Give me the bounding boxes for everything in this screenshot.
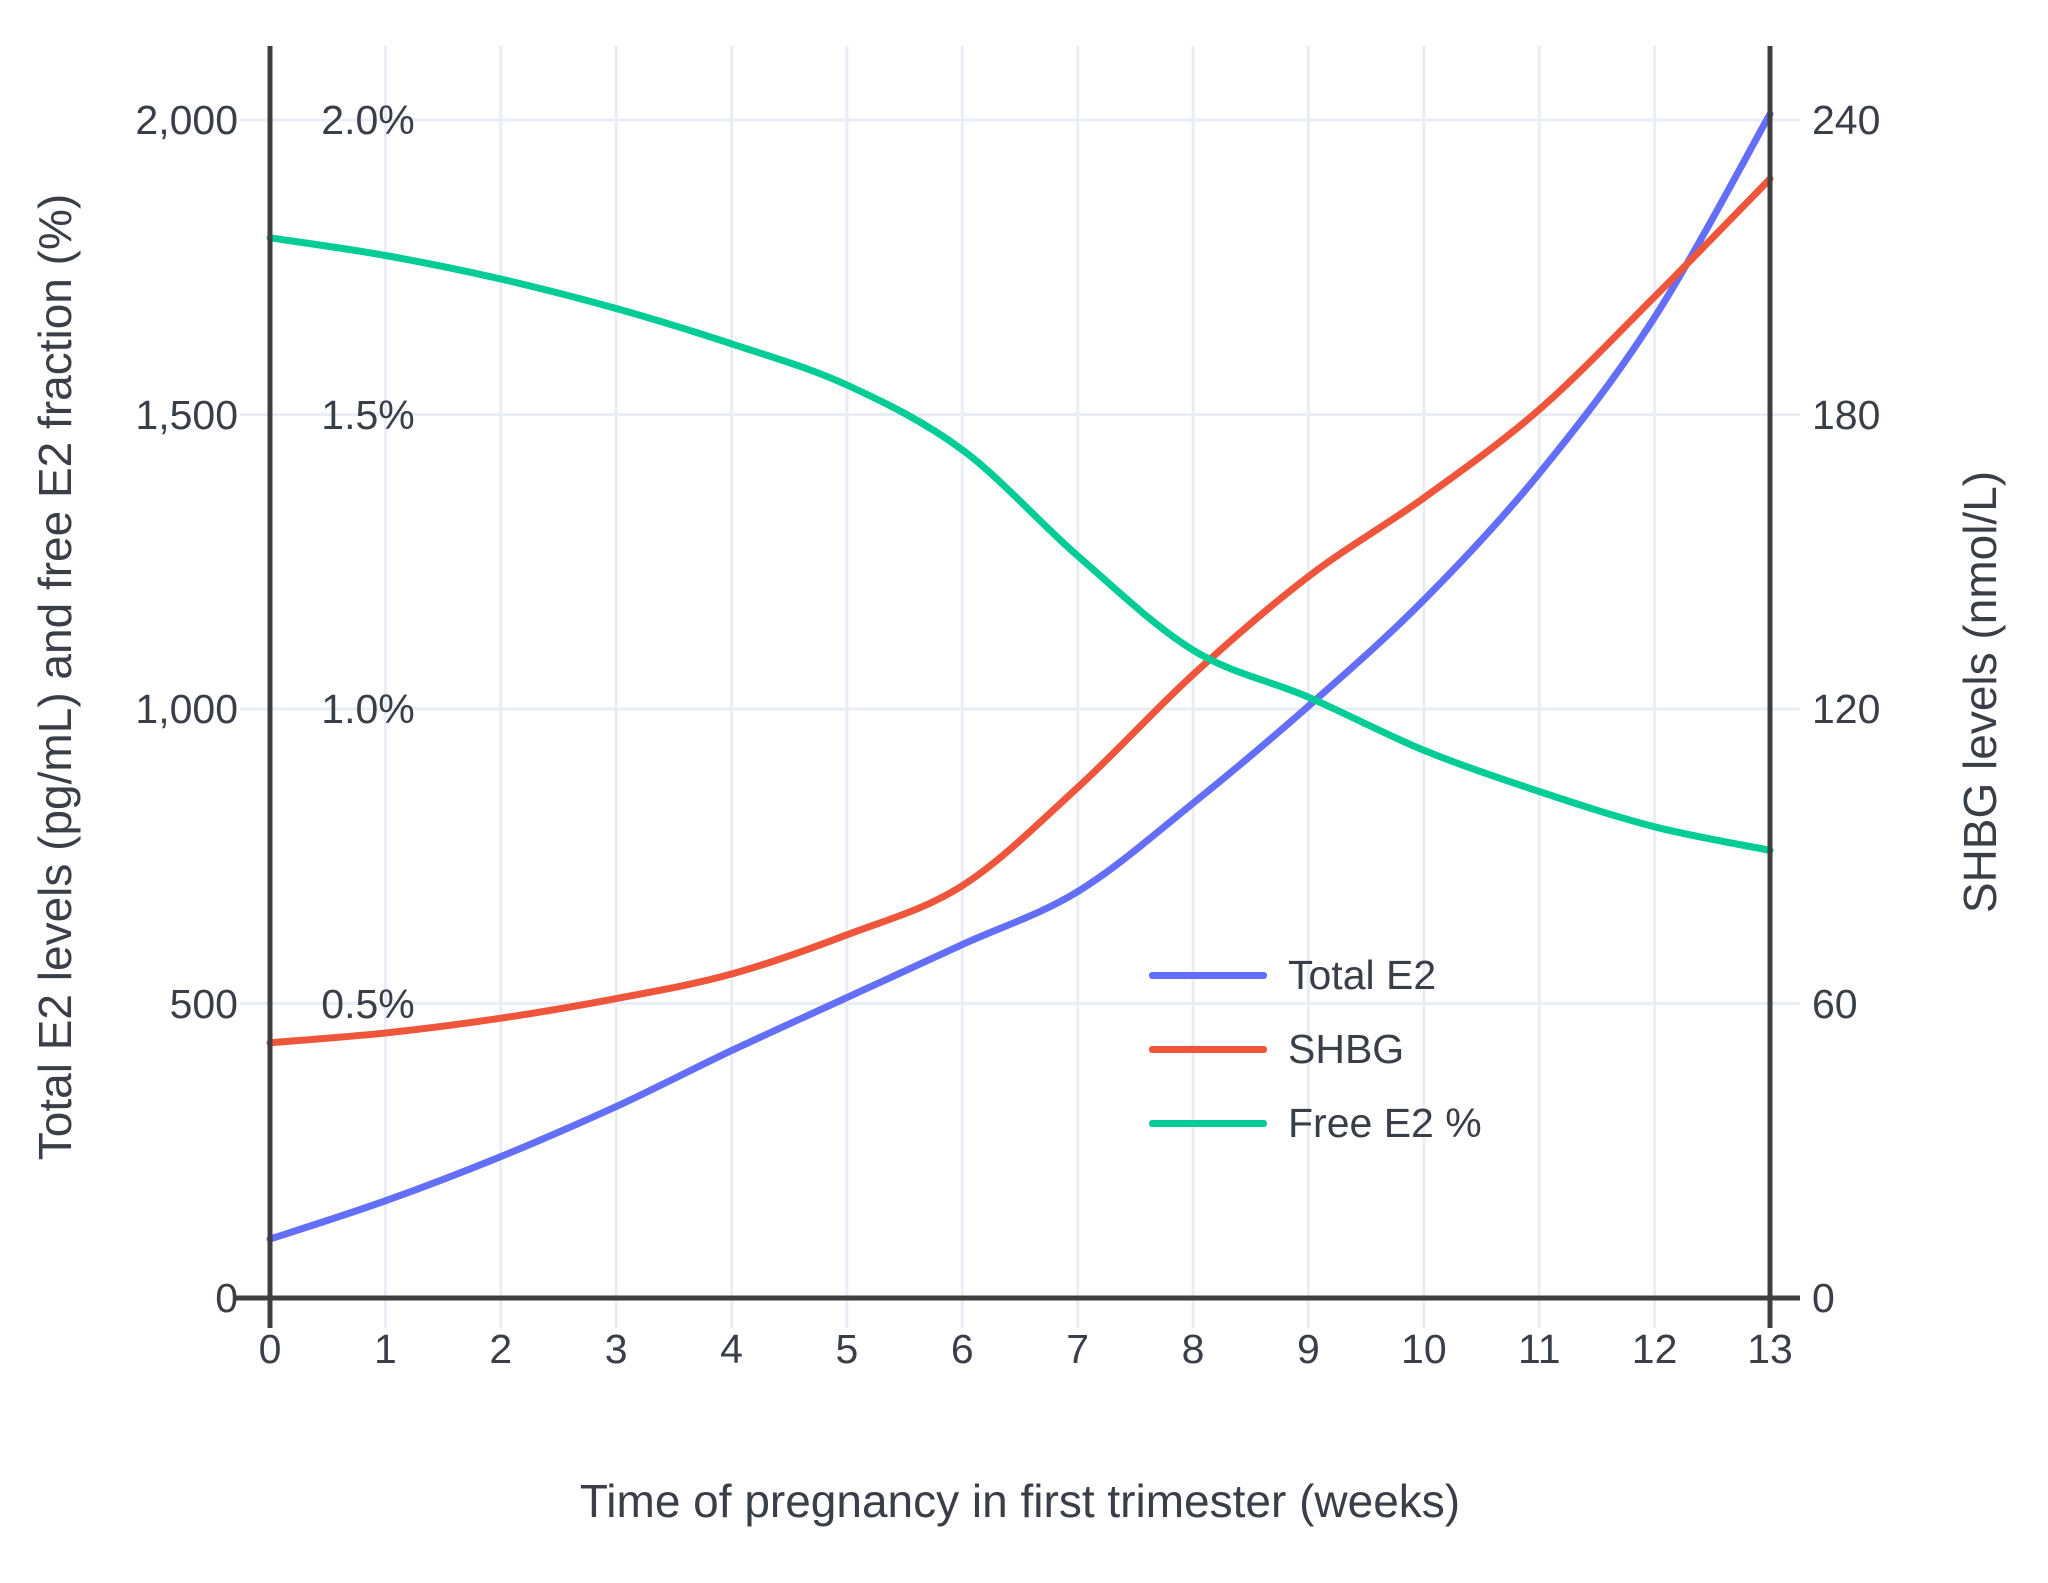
x-tick-label: 3 <box>604 1326 628 1372</box>
percent-annotation: 1.0% <box>321 686 415 732</box>
y-left-tick-label: 2,000 <box>135 97 238 143</box>
y-axis-left-title: Total E2 levels (pg/mL) and free E2 frac… <box>29 193 81 1161</box>
y-right-tick-label: 180 <box>1812 391 1881 438</box>
x-tick-label: 4 <box>720 1326 743 1372</box>
y-axis-right-title: SHBG levels (nmol/L) <box>1954 470 2006 914</box>
x-tick-label: 5 <box>835 1326 859 1372</box>
legend-item-total-e2[interactable]: Total E2 <box>1149 938 1482 1012</box>
legend-item-label: Free E2 % <box>1288 1099 1482 1146</box>
series-line-shbg <box>266 175 1774 1047</box>
y-left-tick-label: 500 <box>169 980 238 1027</box>
legend-item-free-e2[interactable]: Free E2 % <box>1149 1086 1482 1160</box>
y-left-tick-label: 0 <box>215 1275 238 1321</box>
y-right-tick-label: 60 <box>1812 980 1858 1027</box>
series-line-free-e2 <box>266 234 1774 854</box>
legend-line-swatch <box>1149 1119 1267 1127</box>
y-right-tick-label: 0 <box>1812 1275 1835 1321</box>
legend-line-swatch <box>1149 971 1267 979</box>
x-tick-label: 6 <box>950 1326 974 1372</box>
percent-annotation: 2.0% <box>321 97 415 143</box>
x-tick-label: 2 <box>489 1326 513 1372</box>
x-tick-label: 0 <box>258 1326 282 1372</box>
x-tick-label: 13 <box>1747 1326 1793 1372</box>
legend-item-label: Total E2 <box>1288 951 1437 998</box>
x-tick-label: 9 <box>1297 1326 1320 1372</box>
x-tick-label: 12 <box>1631 1326 1678 1372</box>
y-left-tick-label: 1,500 <box>135 391 238 438</box>
legend-item-shbg[interactable]: SHBG <box>1149 1012 1482 1086</box>
x-axis-title: Time of pregnancy in first trimester (we… <box>579 1475 1461 1527</box>
x-tick-label: 10 <box>1401 1326 1447 1372</box>
x-tick-label: 11 <box>1517 1326 1561 1372</box>
y-left-tick-label: 1,000 <box>135 686 238 732</box>
percent-annotation: 0.5% <box>321 980 415 1027</box>
legend-line-swatch <box>1149 1045 1267 1053</box>
x-tick-label: 7 <box>1066 1326 1090 1372</box>
series-line-total-e2 <box>266 110 1774 1243</box>
legend-item-label: SHBG <box>1288 1025 1405 1072</box>
y-right-tick-label: 120 <box>1812 686 1881 732</box>
x-tick-label: 1 <box>373 1326 397 1372</box>
legend: Total E2 SHBG Free E2 % <box>1149 938 1482 1160</box>
x-tick-label: 8 <box>1181 1326 1205 1372</box>
y-right-tick-label: 240 <box>1812 97 1881 143</box>
percent-annotation: 1.5% <box>321 391 415 438</box>
